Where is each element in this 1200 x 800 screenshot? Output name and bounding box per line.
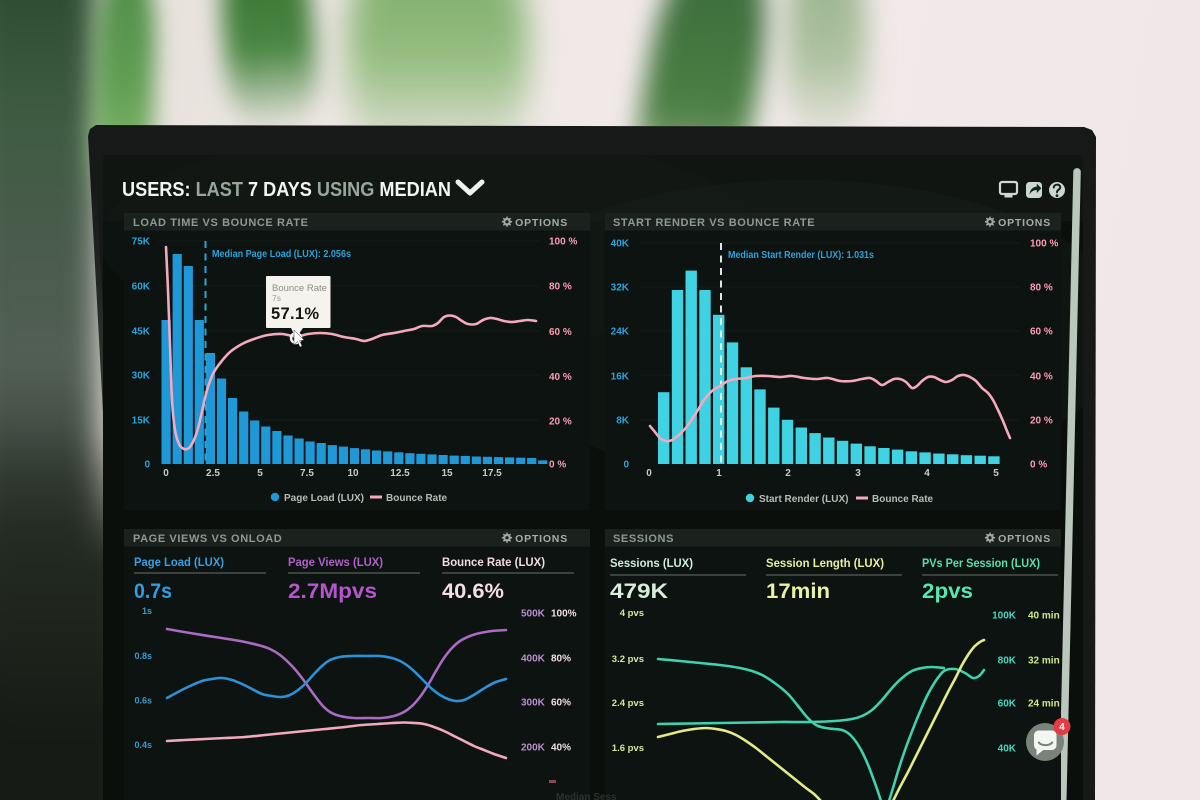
svg-text:10: 10 [347, 468, 359, 479]
svg-text:60 %: 60 % [549, 327, 572, 338]
svg-text:7s: 7s [272, 293, 281, 303]
svg-text:500K: 500K [521, 609, 546, 620]
svg-text:16K: 16K [611, 372, 630, 383]
svg-text:PAGE VIEWS VS ONLOAD: PAGE VIEWS VS ONLOAD [133, 533, 282, 545]
svg-text:USERS: LAST 7 DAYS USING MEDIA: USERS: LAST 7 DAYS USING MEDIAN [122, 178, 451, 201]
svg-text:24 min: 24 min [1028, 699, 1060, 710]
svg-text:2.5: 2.5 [206, 468, 220, 479]
svg-text:200K: 200K [521, 743, 546, 754]
svg-text:1.6 pvs: 1.6 pvs [612, 743, 644, 754]
svg-text:100 %: 100 % [549, 237, 577, 248]
svg-text:0.4s: 0.4s [134, 740, 152, 750]
svg-text:START RENDER VS BOUNCE RATE: START RENDER VS BOUNCE RATE [613, 217, 815, 229]
svg-text:24K: 24K [611, 327, 630, 338]
svg-text:100 %: 100 % [1030, 239, 1058, 250]
svg-text:20 %: 20 % [1030, 416, 1053, 427]
svg-text:40K: 40K [611, 239, 630, 250]
svg-text:Page Views (LUX): Page Views (LUX) [288, 557, 383, 569]
svg-text:0.7s: 0.7s [134, 580, 172, 603]
svg-text:Page Load (LUX): Page Load (LUX) [284, 493, 364, 504]
svg-text:40 %: 40 % [549, 372, 572, 383]
svg-text:OPTIONS: OPTIONS [998, 217, 1051, 229]
svg-text:Bounce Rate: Bounce Rate [386, 493, 448, 504]
svg-text:0.6s: 0.6s [134, 696, 152, 706]
svg-text:3.2 pvs: 3.2 pvs [612, 654, 644, 665]
svg-text:40K: 40K [998, 744, 1017, 755]
svg-text:0 %: 0 % [549, 460, 566, 471]
svg-text:40.6%: 40.6% [442, 580, 504, 603]
svg-text:Start Render (LUX): Start Render (LUX) [759, 494, 848, 505]
svg-text:57.1%: 57.1% [271, 305, 319, 323]
svg-text:80 %: 80 % [549, 282, 572, 293]
svg-text:40%: 40% [551, 743, 571, 754]
svg-text:0: 0 [623, 460, 629, 471]
svg-text:5: 5 [993, 468, 999, 479]
svg-text:2pvs: 2pvs [922, 580, 973, 603]
svg-text:LOAD TIME VS BOUNCE RATE: LOAD TIME VS BOUNCE RATE [133, 217, 309, 229]
svg-text:Bounce Rate: Bounce Rate [872, 494, 934, 505]
svg-text:479K: 479K [610, 580, 668, 603]
svg-text:1s: 1s [142, 606, 152, 616]
svg-text:0: 0 [144, 460, 150, 471]
svg-text:100K: 100K [992, 611, 1017, 622]
svg-text:3: 3 [855, 468, 861, 479]
svg-text:15K: 15K [132, 416, 151, 427]
svg-text:45K: 45K [132, 327, 151, 338]
svg-text:17.5: 17.5 [482, 468, 502, 479]
svg-text:4: 4 [1059, 722, 1065, 733]
svg-text:Median Start Render (LUX): 1.0: Median Start Render (LUX): 1.031s [728, 250, 874, 261]
svg-text:80K: 80K [998, 656, 1017, 667]
svg-text:OPTIONS: OPTIONS [515, 217, 568, 229]
svg-text:8K: 8K [616, 416, 630, 427]
svg-text:40 min: 40 min [1028, 611, 1060, 622]
svg-text:80%: 80% [551, 654, 571, 665]
svg-text:4 pvs: 4 pvs [620, 608, 644, 619]
svg-text:300K: 300K [521, 698, 546, 709]
svg-text:75K: 75K [132, 237, 151, 248]
svg-text:20 %: 20 % [549, 417, 572, 428]
svg-text:100%: 100% [551, 609, 577, 620]
svg-text:400K: 400K [521, 654, 546, 665]
svg-text:2.4 pvs: 2.4 pvs [612, 698, 644, 709]
svg-text:60K: 60K [998, 699, 1017, 710]
svg-text:60%: 60% [551, 698, 571, 709]
svg-text:Median Sess: Median Sess [556, 792, 617, 800]
svg-text:40 %: 40 % [1030, 372, 1053, 383]
svg-text:Median Page Load (LUX): 2.056s: Median Page Load (LUX): 2.056s [212, 249, 351, 260]
svg-text:SESSIONS: SESSIONS [613, 533, 674, 545]
svg-text:2: 2 [785, 468, 791, 479]
svg-text:30K: 30K [132, 371, 151, 382]
svg-text:Page Load (LUX): Page Load (LUX) [134, 557, 224, 569]
svg-text:80 %: 80 % [1030, 283, 1053, 294]
svg-text:OPTIONS: OPTIONS [998, 533, 1051, 545]
svg-text:Bounce Rate (LUX): Bounce Rate (LUX) [442, 557, 545, 569]
svg-text:4: 4 [924, 468, 930, 479]
svg-text:2.7Mpvs: 2.7Mpvs [288, 580, 377, 603]
svg-text:0: 0 [163, 468, 169, 479]
svg-text:12.5: 12.5 [390, 468, 410, 479]
svg-text:0.8s: 0.8s [134, 651, 152, 661]
svg-text:PVs Per Session (LUX): PVs Per Session (LUX) [922, 558, 1040, 570]
svg-text:Sessions (LUX): Sessions (LUX) [610, 558, 693, 570]
svg-text:Bounce Rate: Bounce Rate [272, 283, 327, 294]
svg-text:Session Length (LUX): Session Length (LUX) [766, 558, 884, 570]
svg-text:17min: 17min [766, 580, 830, 603]
svg-text:60 %: 60 % [1030, 327, 1053, 338]
svg-text:0: 0 [646, 468, 652, 479]
svg-text:1: 1 [716, 468, 722, 479]
svg-text:32 min: 32 min [1028, 656, 1060, 667]
svg-text:15: 15 [441, 468, 453, 479]
svg-text:60K: 60K [132, 282, 151, 293]
svg-text:0 %: 0 % [1030, 460, 1047, 471]
svg-text:OPTIONS: OPTIONS [515, 533, 568, 545]
svg-text:32K: 32K [611, 283, 630, 294]
svg-text:7.5: 7.5 [300, 468, 314, 479]
svg-text:5: 5 [257, 468, 263, 479]
